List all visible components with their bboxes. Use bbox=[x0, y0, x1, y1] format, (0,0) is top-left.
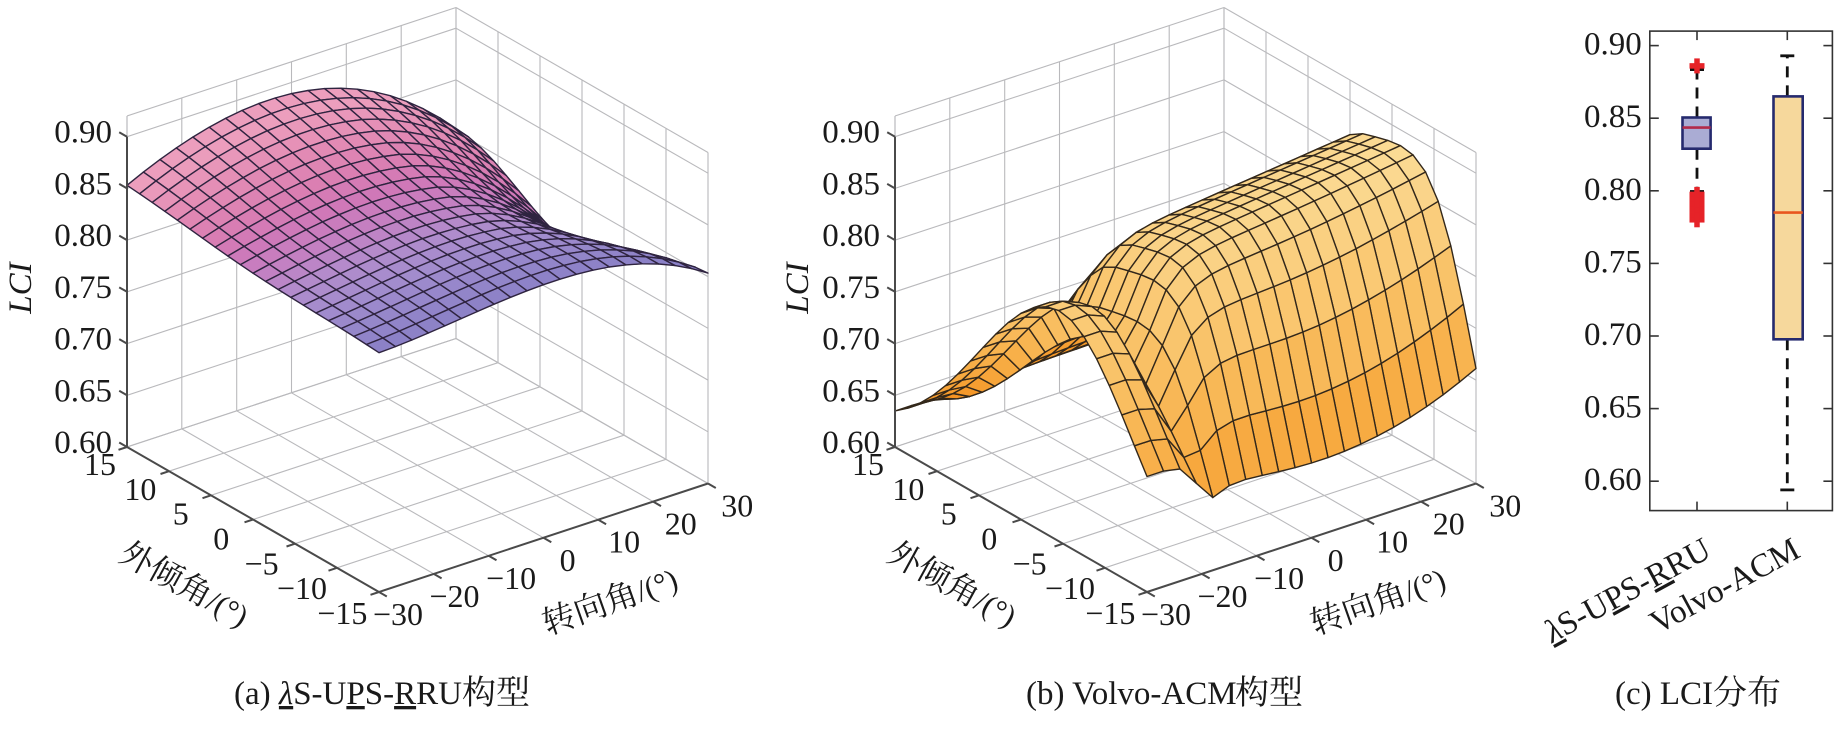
svg-text:−30: −30 bbox=[1141, 596, 1191, 632]
svg-text:0.75: 0.75 bbox=[54, 270, 112, 306]
svg-text:0.85: 0.85 bbox=[1584, 99, 1642, 135]
svg-text:30: 30 bbox=[1489, 488, 1521, 524]
svg-text:0.65: 0.65 bbox=[1584, 390, 1642, 426]
svg-text:0.60: 0.60 bbox=[54, 425, 112, 461]
svg-text:0.85: 0.85 bbox=[54, 166, 112, 202]
svg-text:LCI: LCI bbox=[780, 260, 816, 314]
svg-text:0.80: 0.80 bbox=[822, 218, 880, 254]
svg-text:20: 20 bbox=[665, 506, 697, 542]
svg-text:0.70: 0.70 bbox=[1584, 317, 1642, 353]
svg-text:−30: −30 bbox=[373, 596, 423, 632]
svg-text:15: 15 bbox=[84, 446, 116, 482]
svg-text:0.65: 0.65 bbox=[54, 373, 112, 409]
svg-text:0.80: 0.80 bbox=[1584, 172, 1642, 208]
svg-text:−15: −15 bbox=[317, 595, 367, 631]
svg-text:−20: −20 bbox=[1197, 578, 1247, 614]
svg-text:0.90: 0.90 bbox=[822, 115, 880, 151]
svg-text:0.70: 0.70 bbox=[822, 322, 880, 358]
svg-text:15: 15 bbox=[852, 446, 884, 482]
svg-text:10: 10 bbox=[124, 471, 156, 507]
svg-text:0.75: 0.75 bbox=[1584, 244, 1642, 280]
svg-text:0.60: 0.60 bbox=[1584, 462, 1642, 498]
svg-text:−5: −5 bbox=[245, 545, 279, 581]
svg-text:LCI: LCI bbox=[3, 260, 39, 314]
svg-text:0: 0 bbox=[213, 521, 229, 557]
svg-text:0.65: 0.65 bbox=[822, 373, 880, 409]
svg-text:0.70: 0.70 bbox=[54, 322, 112, 358]
svg-text:0.75: 0.75 bbox=[822, 270, 880, 306]
svg-text:−10: −10 bbox=[1254, 560, 1304, 596]
svg-text:0.60: 0.60 bbox=[822, 425, 880, 461]
svg-text:0.90: 0.90 bbox=[1584, 27, 1642, 63]
svg-text:−15: −15 bbox=[1085, 595, 1135, 631]
svg-text:−10: −10 bbox=[486, 560, 536, 596]
svg-text:0: 0 bbox=[981, 521, 997, 557]
svg-text:10: 10 bbox=[1376, 524, 1408, 560]
svg-text:5: 5 bbox=[173, 496, 189, 532]
svg-text:(b) Volvo-ACM: (b) Volvo-ACM bbox=[1026, 676, 1237, 712]
svg-text:−20: −20 bbox=[429, 578, 479, 614]
svg-text:0: 0 bbox=[1328, 542, 1344, 578]
svg-text:0.90: 0.90 bbox=[54, 115, 112, 151]
svg-text:−10: −10 bbox=[1045, 570, 1095, 606]
svg-text:−10: −10 bbox=[277, 570, 327, 606]
svg-text:0.85: 0.85 bbox=[822, 166, 880, 202]
svg-text:−5: −5 bbox=[1013, 545, 1047, 581]
svg-text:20: 20 bbox=[1433, 506, 1465, 542]
svg-text:30: 30 bbox=[721, 488, 753, 524]
svg-text:10: 10 bbox=[892, 471, 924, 507]
svg-text:(a) λS-UPS-RRU: (a) λS-UPS-RRU bbox=[234, 676, 462, 712]
svg-text:(c) LCI: (c) LCI bbox=[1615, 676, 1713, 712]
svg-text:0.80: 0.80 bbox=[54, 218, 112, 254]
svg-text:0: 0 bbox=[560, 542, 576, 578]
svg-text:5: 5 bbox=[941, 496, 957, 532]
svg-text:10: 10 bbox=[608, 524, 640, 560]
